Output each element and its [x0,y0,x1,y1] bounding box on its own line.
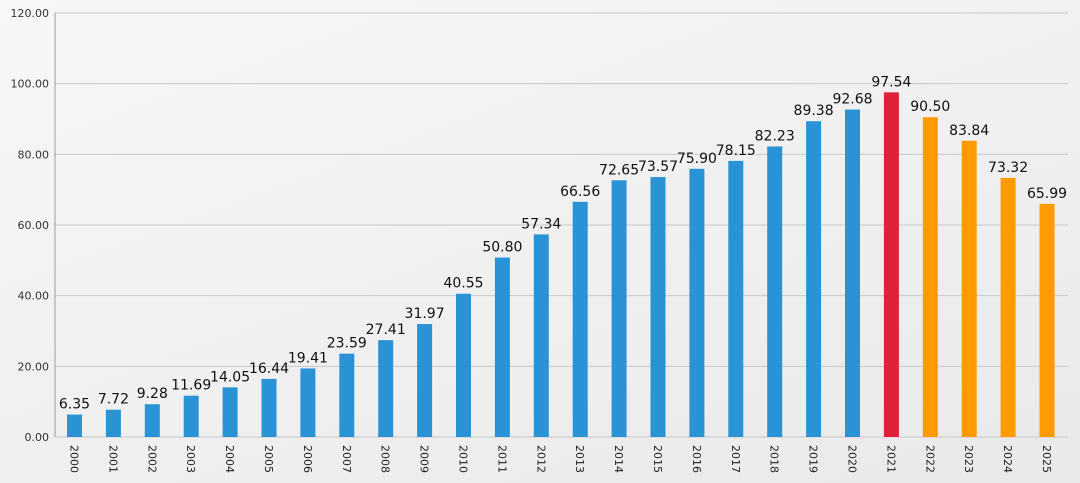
data-label-2020: 92.68 [832,92,872,108]
bar-2023 [961,140,977,438]
bar-2025 [1039,203,1055,437]
y-tick-label: 60.00 [18,219,50,232]
x-tick-label-2008: 2008 [379,445,392,473]
bar-2003 [183,395,199,437]
data-label-2025: 65.99 [1027,186,1067,202]
bar-2021 [883,92,899,437]
bar-2001 [105,409,121,437]
data-label-2018: 82.23 [755,128,795,144]
data-label-2011: 50.80 [482,240,522,256]
y-tick-label: 80.00 [18,148,50,161]
y-tick-label: 40.00 [18,290,50,303]
data-label-2009: 31.97 [405,306,445,322]
x-tick-label-2017: 2017 [729,445,742,473]
x-tick-label-2018: 2018 [768,445,781,473]
x-tick-label-2013: 2013 [573,445,586,473]
data-label-2017: 78.15 [716,143,756,159]
y-axis-ticks: 0.00 20.00 40.00 60.00 80.00 100.00 120.00 [11,7,50,444]
bar-2011 [494,257,510,437]
bar-2016 [689,168,705,437]
x-tick-label-2002: 2002 [145,445,158,473]
data-label-2013: 66.56 [560,184,600,200]
bar-2013 [572,201,588,437]
data-label-2007: 23.59 [327,336,367,352]
y-tick-label: 100.00 [11,78,50,91]
data-label-2021: 97.54 [871,74,911,90]
bar-2007 [339,353,355,437]
y-tick-label: 120.00 [11,7,50,20]
x-tick-label-2016: 2016 [690,445,703,473]
x-tick-label-2025: 2025 [1040,445,1053,473]
bar-2015 [650,177,666,437]
bar-2000 [67,414,82,437]
bar-2018 [767,146,783,438]
data-label-2016: 75.90 [677,151,717,167]
x-tick-label-2006: 2006 [301,445,314,473]
x-tick-label-2004: 2004 [223,445,236,473]
bar-2017 [728,160,744,437]
x-tick-label-2009: 2009 [418,445,431,473]
x-tick-label-2024: 2024 [1001,445,1014,473]
y-tick-label: 0.00 [25,431,50,444]
bar-2024 [1000,177,1016,437]
data-label-2024: 73.32 [988,160,1028,176]
x-tick-label-2022: 2022 [923,445,936,473]
data-label-2012: 57.34 [521,216,561,232]
data-label-2005: 16.44 [249,361,289,377]
bar-2002 [144,404,160,437]
data-label-2004: 14.05 [210,369,250,385]
x-tick-label-2020: 2020 [846,445,859,473]
data-label-2003: 11.69 [171,378,211,394]
x-tick-label-2019: 2019 [807,445,820,473]
x-tick-label-2000: 2000 [68,445,81,473]
data-label-2022: 90.50 [910,99,950,115]
x-tick-label-2015: 2015 [651,445,664,473]
bar-2012 [533,234,549,437]
data-label-2014: 72.65 [599,162,639,178]
x-tick-label-2014: 2014 [612,445,625,473]
data-label-2008: 27.41 [366,322,406,338]
x-tick-label-2011: 2011 [495,445,508,473]
x-axis-ticks: 2000 2001 2002 2003 2004 2005 2006 2007 2008 2009… [68,445,1054,473]
x-tick-label-2023: 2023 [962,445,975,473]
data-labels: 6.35 7.72 9.2811.6914.0516.4419.4123.5927.… [59,74,1067,412]
bar-2020 [845,109,860,437]
data-label-2002: 9.28 [137,386,168,402]
bar-2014 [611,180,627,437]
x-tick-label-2021: 2021 [884,445,897,473]
data-label-2000: 6.35 [59,397,90,413]
data-label-2010: 40.55 [443,276,483,292]
data-label-2006: 19.41 [288,350,328,366]
y-tick-label: 20.00 [18,360,50,373]
data-label-2019: 89.38 [794,103,834,119]
bar-2010 [456,293,471,437]
x-tick-label-2001: 2001 [106,445,119,473]
x-tick-label-2012: 2012 [534,445,547,473]
x-tick-label-2007: 2007 [340,445,353,473]
x-tick-label-2003: 2003 [184,445,197,473]
bar-2008 [378,340,394,437]
bar-2009 [417,324,433,437]
gridlines [55,12,1068,438]
bar-2005 [261,378,277,437]
bars [67,92,1055,438]
x-tick-label-2005: 2005 [262,445,275,473]
bar-2019 [806,121,822,437]
bar-2006 [300,368,316,437]
data-label-2001: 7.72 [98,392,129,408]
bar-2004 [222,387,238,437]
x-tick-label-2010: 2010 [457,445,470,473]
bar-2022 [922,117,938,437]
data-label-2023: 83.84 [949,123,989,139]
data-label-2015: 73.57 [638,159,678,175]
